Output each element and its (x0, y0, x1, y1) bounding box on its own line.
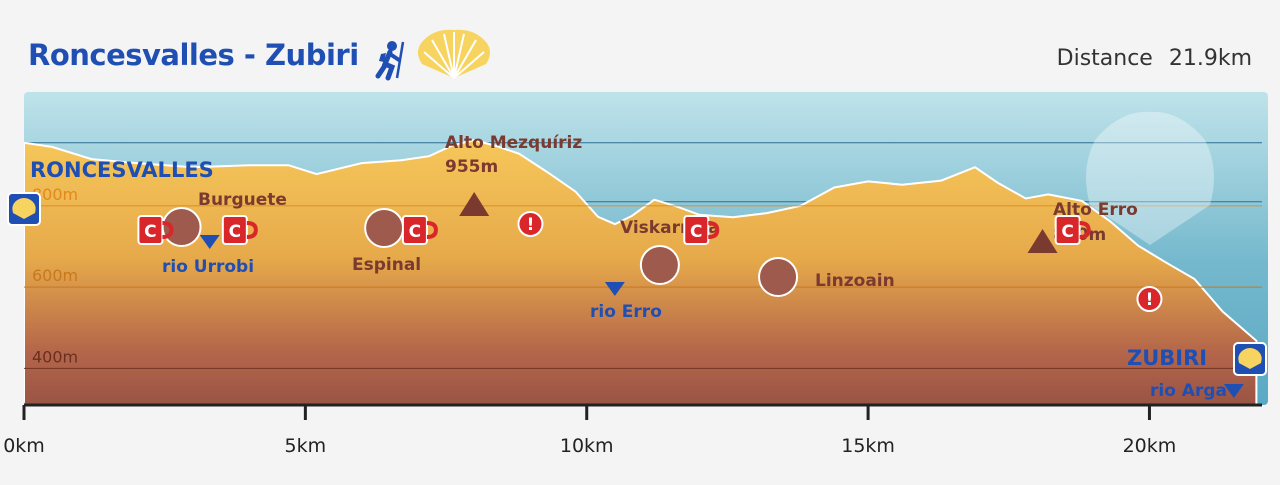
cafe-handle (162, 221, 174, 239)
village-marker (161, 207, 202, 247)
place-label: Espinal (352, 255, 421, 275)
cafe-handle (426, 221, 438, 239)
place-elev-label: 955m (445, 157, 498, 177)
village-marker (639, 245, 680, 285)
shell-badge-shell (12, 198, 36, 219)
river-label: rio Erro (590, 302, 662, 322)
x-tick-label: 0km (3, 435, 45, 457)
cafe-icon: C (221, 215, 258, 245)
cafe-cup (401, 215, 428, 245)
place-label: Burguete (198, 190, 287, 210)
shell-badge-icon (7, 192, 41, 226)
elevation-line-label: 400m (32, 347, 78, 366)
cafe-icon: C (137, 215, 174, 245)
shell-badge-icon (1233, 342, 1267, 376)
cafe-handle (246, 221, 258, 239)
cafe-letter: C (1061, 222, 1073, 242)
cafe-handle (708, 221, 720, 239)
x-tick-label: 10km (560, 435, 614, 457)
elevation-line-label: 800m (32, 185, 78, 204)
cafe-letter: C (409, 222, 421, 242)
cafe-icon: C (401, 215, 438, 245)
village-marker (364, 208, 405, 248)
cafe-letter: C (144, 222, 156, 242)
river-marker (1223, 384, 1244, 398)
start-town-label: RONCESVALLES (30, 158, 214, 182)
end-town-label: ZUBIRI (1127, 346, 1207, 370)
shell-watermark-icon (1086, 111, 1214, 245)
x-tick-label: 20km (1123, 435, 1177, 457)
scallop-shell-icon (418, 29, 490, 79)
hiker-icon (375, 41, 405, 81)
place-label: Linzoain (815, 271, 895, 291)
route-title-text: Roncesvalles - Zubiri (28, 38, 359, 72)
x-tick-label: 15km (841, 435, 895, 457)
summit-marker (1027, 229, 1058, 253)
cafe-cup (1054, 215, 1081, 245)
warning-icon (517, 211, 544, 237)
cafe-cup (137, 215, 164, 245)
warning-mark: ! (527, 215, 535, 235)
river-label: rio Urrobi (162, 257, 254, 277)
warning-mark: ! (1146, 290, 1154, 310)
elevation-line-label: 600m (32, 266, 78, 285)
village-marker (758, 257, 799, 297)
route-title: Roncesvalles - Zubiri (28, 38, 359, 72)
summit-marker (459, 192, 490, 216)
river-marker (604, 282, 625, 296)
river-label: rio Arga (1150, 381, 1227, 401)
x-tick-label: 5km (285, 435, 327, 457)
shell-badge-shell (1238, 348, 1262, 369)
river-marker (199, 235, 220, 249)
warning-icon (1136, 286, 1163, 312)
cafe-letter: C (690, 222, 702, 242)
cafe-handle (1079, 221, 1091, 239)
cafe-cup (683, 215, 710, 245)
distance-label: Distance (1056, 46, 1153, 71)
cafe-icon: C (683, 215, 720, 245)
distance-readout: Distance 21.9km (1057, 46, 1252, 71)
cafe-icon: C (1054, 215, 1091, 245)
place-label: Alto Mezquíriz (445, 133, 582, 153)
distance-value: 21.9km (1168, 46, 1252, 71)
cafe-letter: C (229, 222, 241, 242)
cafe-cup (221, 215, 248, 245)
